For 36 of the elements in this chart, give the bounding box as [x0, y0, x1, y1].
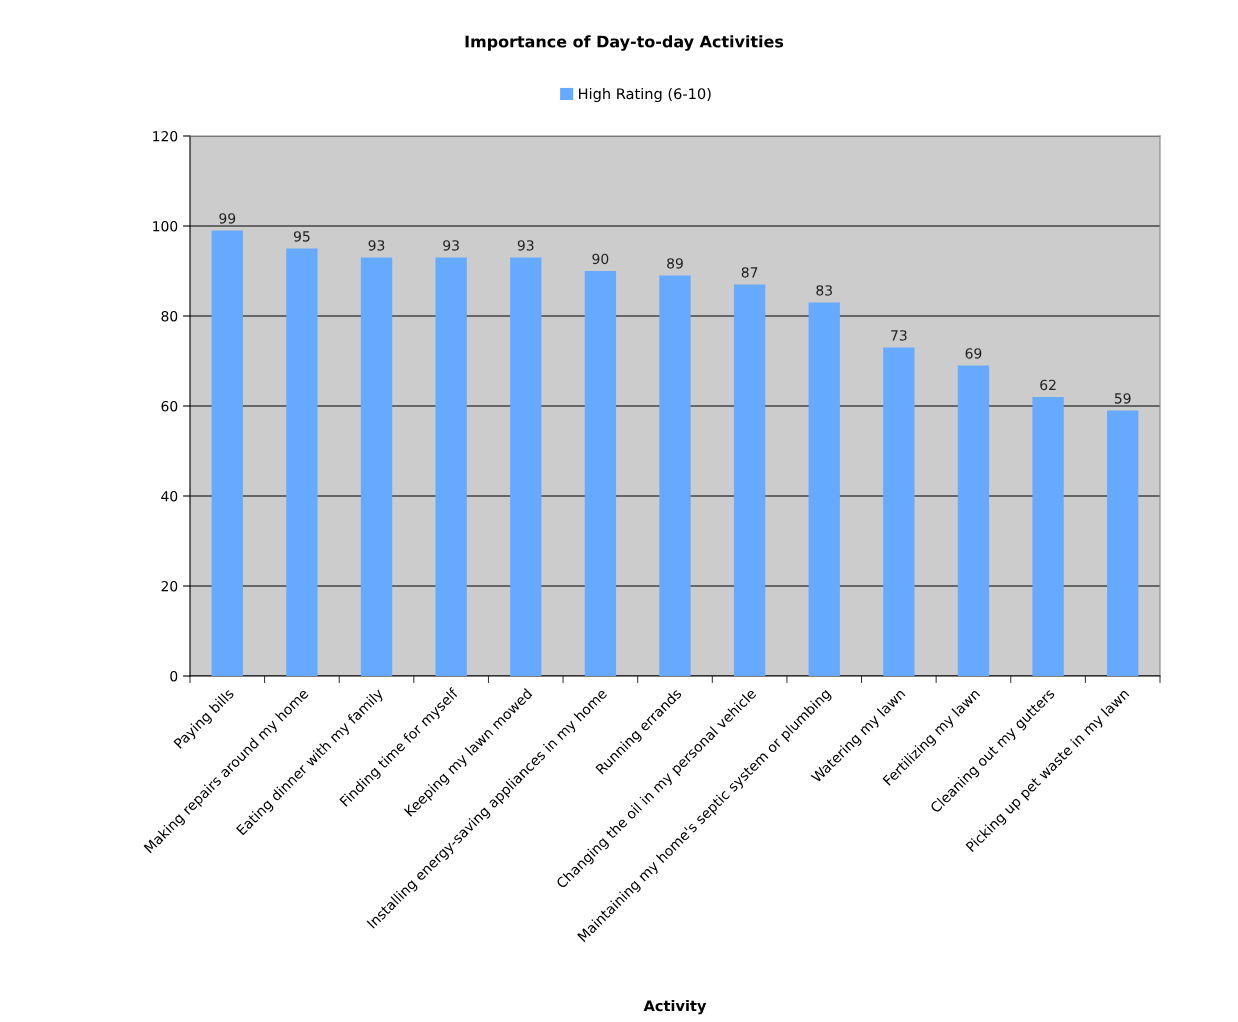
- bar: [1107, 410, 1139, 676]
- data-label: 87: [741, 267, 758, 278]
- y-tick-label: 0: [170, 670, 178, 682]
- bar: [883, 347, 915, 676]
- y-tick-label: 120: [153, 130, 178, 142]
- data-label: 62: [1040, 379, 1056, 391]
- bar: [659, 275, 691, 676]
- bar: [808, 302, 840, 676]
- bar: [584, 271, 617, 676]
- data-label: 59: [1114, 393, 1131, 404]
- y-tick-label: 40: [161, 490, 178, 502]
- data-label: 89: [667, 258, 683, 269]
- bar: [1032, 397, 1064, 676]
- bar: [211, 230, 243, 676]
- data-label: 95: [293, 231, 310, 242]
- data-label: 83: [816, 285, 832, 296]
- bar: [733, 284, 766, 676]
- chart-title: Importance of Day-to-day Activities: [465, 35, 784, 51]
- bar: [286, 248, 318, 676]
- bar: [957, 365, 990, 676]
- data-label: 93: [368, 240, 385, 251]
- y-tick-label: 100: [153, 220, 178, 232]
- y-tick-label: 80: [161, 310, 178, 322]
- bar: [360, 257, 393, 676]
- data-label: 93: [443, 240, 459, 251]
- data-label: 99: [219, 213, 236, 224]
- data-label: 93: [517, 240, 534, 251]
- legend-label: High Rating (6-10): [579, 87, 711, 103]
- data-label: 90: [592, 253, 609, 265]
- y-tick-label: 20: [161, 580, 178, 592]
- bar: [510, 257, 542, 676]
- data-label: 73: [891, 330, 907, 341]
- y-tick-label: 60: [161, 400, 178, 412]
- x-axis-title: Activity: [643, 1000, 707, 1015]
- data-label: 69: [965, 348, 982, 359]
- bar: [435, 257, 467, 676]
